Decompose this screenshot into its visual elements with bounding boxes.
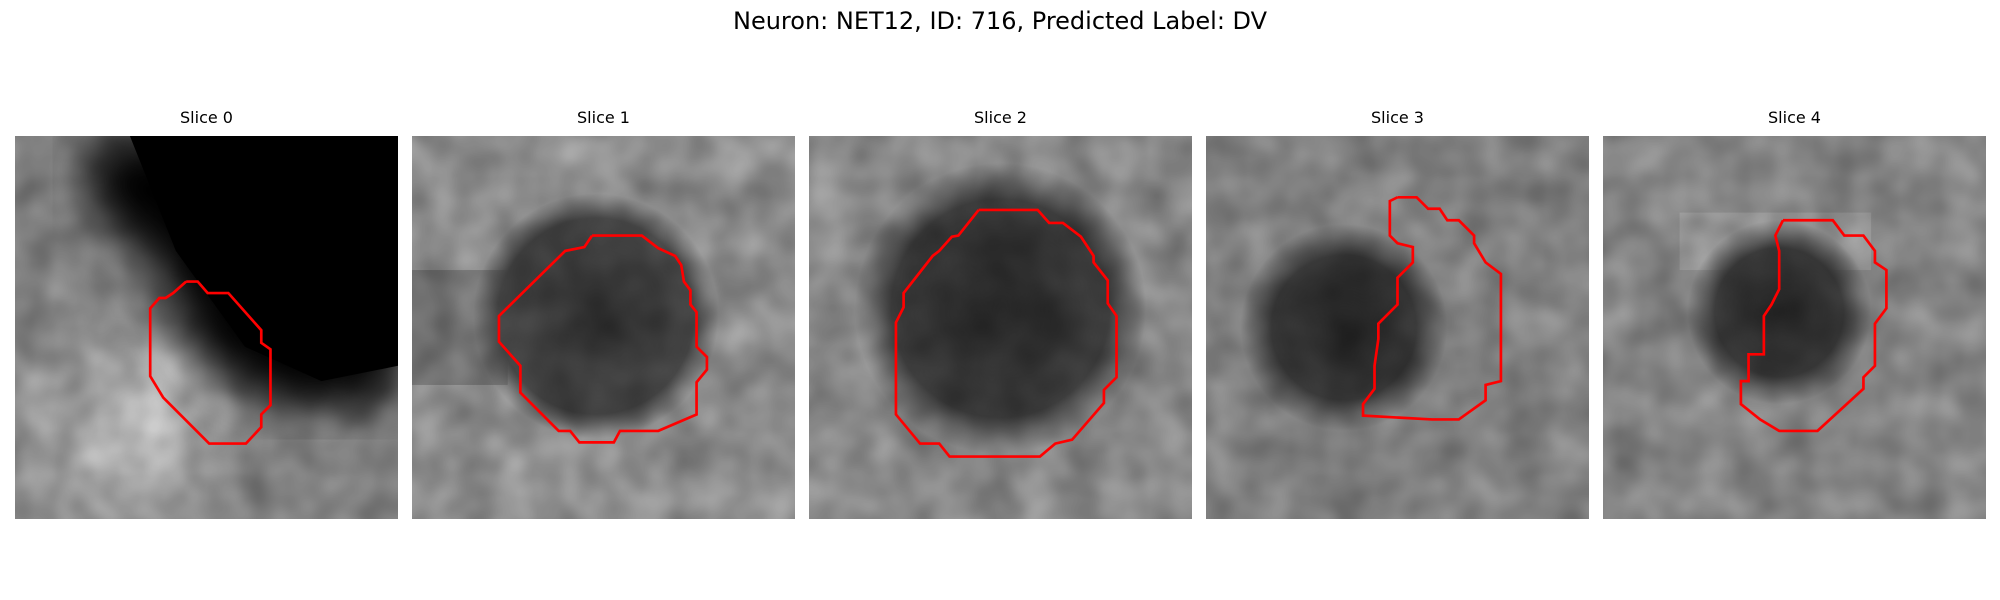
- slice-panel-4: Slice 4: [1603, 108, 1986, 519]
- slice-title: Slice 1: [577, 108, 630, 127]
- roi-outline: [894, 208, 1118, 458]
- roi-outline: [1361, 195, 1503, 421]
- figure-title: Neuron: NET12, ID: 716, Predicted Label:…: [732, 7, 1268, 35]
- slice-image: [412, 136, 795, 519]
- roi-outline: [497, 234, 709, 444]
- slice-panel-0: Slice 0: [15, 108, 398, 519]
- slice-image: [809, 136, 1192, 519]
- slice-image: [1603, 136, 1986, 519]
- roi-outline: [148, 280, 272, 445]
- roi-outline: [1739, 218, 1888, 433]
- slice-title: Slice 4: [1768, 108, 1821, 127]
- slice-image: [15, 136, 398, 519]
- slice-panel-3: Slice 3: [1206, 108, 1589, 519]
- slice-title: Slice 3: [1371, 108, 1424, 127]
- slice-title: Slice 0: [180, 108, 233, 127]
- slice-title: Slice 2: [974, 108, 1027, 127]
- slice-panel-1: Slice 1: [412, 108, 795, 519]
- slice-image: [1206, 136, 1589, 519]
- slice-panel-2: Slice 2: [809, 108, 1192, 519]
